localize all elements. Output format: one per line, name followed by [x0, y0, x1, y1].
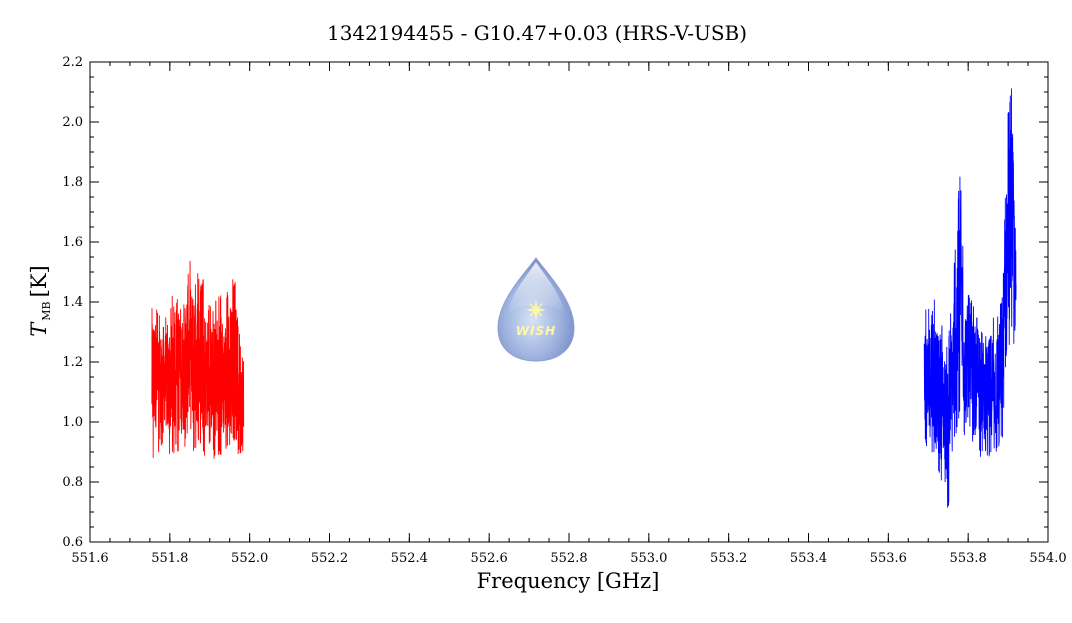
y-tick-label: 1.2 [62, 355, 83, 370]
y-axis-symbol: T [27, 321, 51, 337]
y-tick-label: 1.4 [62, 295, 83, 310]
logo-text: WISH [516, 324, 556, 338]
x-tick-labels: 551.6 551.8 552.0 552.2 552.4 552.6 552.8 553.0… [71, 551, 1066, 566]
y-tick-label: 0.8 [62, 475, 83, 490]
y-tick-label: 0.6 [62, 535, 83, 550]
x-tick-label: 551.6 [71, 551, 108, 566]
star-icon [526, 300, 546, 320]
x-tick-label: 552.2 [311, 551, 348, 566]
x-tick-label: 551.8 [151, 551, 188, 566]
x-axis-label: Frequency [GHz] [477, 569, 660, 593]
y-tick-label: 2.2 [62, 55, 83, 70]
wish-logo: WISH [497, 257, 575, 362]
spectrum-line-2 [923, 88, 1017, 508]
y-axis-subscript: MB [40, 301, 53, 320]
x-tick-label: 552.0 [231, 551, 268, 566]
x-tick-label: 553.2 [710, 551, 747, 566]
y-tick-labels: 0.6 0.8 1.0 1.2 1.4 1.6 1.8 2.0 2.2 [62, 55, 83, 550]
x-tick-label: 553.0 [630, 551, 667, 566]
x-tick-label: 552.6 [471, 551, 508, 566]
x-tick-label: 554.0 [1029, 551, 1066, 566]
y-axis-label: TMB [K] [27, 265, 53, 336]
y-tick-label: 2.0 [62, 115, 83, 130]
spectrum-series [151, 88, 1017, 508]
x-tick-label: 553.4 [790, 551, 827, 566]
x-tick-label: 553.8 [950, 551, 987, 566]
x-tick-label: 553.6 [870, 551, 907, 566]
y-tick-label: 1.8 [62, 175, 83, 190]
spectrum-line-1 [151, 260, 245, 459]
y-tick-label: 1.0 [62, 415, 83, 430]
x-tick-label: 552.8 [550, 551, 587, 566]
y-axis-unit: [K] [27, 265, 51, 297]
axis-ticks [89, 61, 1049, 543]
y-tick-label: 1.6 [62, 235, 83, 250]
chart-title: 1342194455 - G10.47+0.03 (HRS-V-USB) [327, 21, 747, 45]
x-tick-label: 552.4 [391, 551, 428, 566]
